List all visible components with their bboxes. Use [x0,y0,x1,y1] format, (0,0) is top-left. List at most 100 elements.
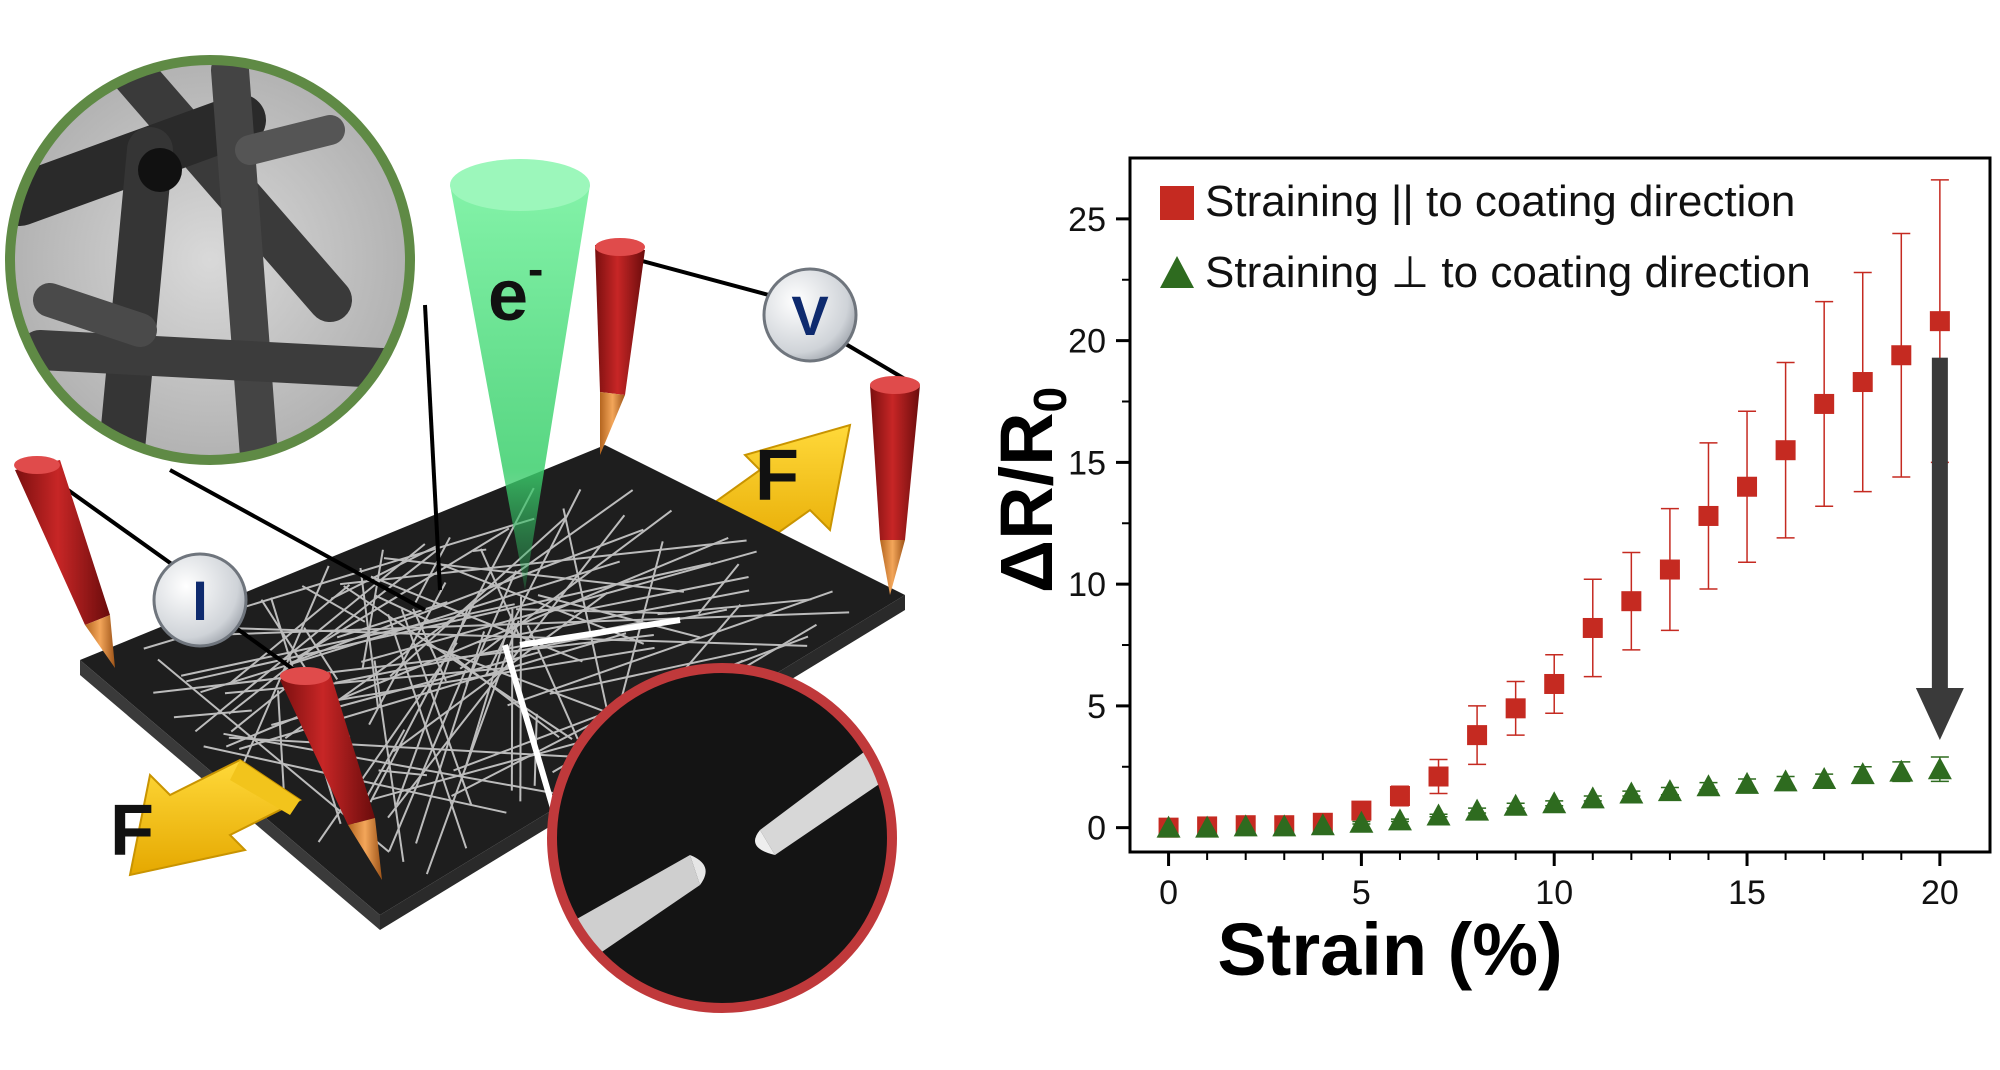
nanowire [199,611,850,637]
y-tick-label: 20 [1068,323,1106,361]
y-tick-label: 10 [1068,566,1106,604]
nanowire [697,563,740,615]
data-point-perpendicular [1889,759,1914,782]
x-tick-label: 15 [1728,874,1766,912]
nanowire [228,736,618,761]
nanowire [303,627,339,680]
nanowire [657,598,812,616]
data-point-parallel [1814,393,1835,414]
nanowire [297,527,510,658]
nanowire [291,528,644,664]
data-point-perpendicular [1735,771,1760,794]
nanowire [374,594,430,622]
data-point-parallel [1659,559,1680,580]
nanowire [388,669,467,852]
y-axis-title-sub: 0 [1024,387,1076,413]
x-tick-label: 5 [1352,874,1371,912]
data-point-perpendicular [1426,803,1451,826]
nanowire [477,589,750,644]
nanowire [223,732,553,794]
nanowire [343,585,573,740]
legend-marker-perpendicular [1160,256,1194,288]
nanowire [387,613,468,849]
device-illustration: e - [5,55,920,1013]
nanowire [383,557,685,593]
data-point-parallel [1698,505,1719,526]
x-tick-label: 20 [1921,874,1959,912]
voltmeter-label: V [791,284,828,347]
data-point-parallel [1621,591,1642,612]
data-point-perpendicular [1773,769,1798,792]
electron-beam: e - [450,159,590,590]
legend-marker-parallel [1160,186,1194,220]
electron-charge-sup: - [528,243,543,295]
nanowire [361,550,757,663]
y-tick-label: 5 [1087,688,1106,726]
data-point-perpendicular [1580,786,1605,809]
tem-inset [5,55,415,465]
data-point-parallel [1775,440,1796,461]
nanowire [507,590,833,707]
plot-frame [1128,156,1992,854]
annotation-arrow [1915,357,1964,740]
sem-inset [547,663,897,1013]
legend: Straining || to coating direction Strain… [1160,177,1811,297]
nanowire [173,709,252,719]
data-point-perpendicular [1387,808,1412,831]
nanowire [194,543,426,733]
arrow-head [1915,687,1964,740]
data-point-parallel [1852,372,1873,393]
data-point-perpendicular [1696,774,1721,797]
nanowire [573,575,749,613]
nanowire [415,631,486,844]
data-point-perpendicular [1349,810,1374,833]
svg-text:ΔR/R0: ΔR/R0 [985,387,1076,593]
ammeter-label: I [192,569,208,632]
legend-label-perpendicular: Straining ⊥ to coating direction [1205,248,1811,297]
nanowire [186,562,712,683]
data-markers [1156,311,1952,838]
nanowire [395,609,469,806]
data-point-perpendicular [1657,779,1682,802]
data-point-perpendicular [1850,762,1875,785]
data-point-parallel [1544,673,1565,694]
voltmeter: V [762,267,858,363]
nanowire [369,487,535,803]
data-point-perpendicular [1156,815,1181,838]
nanowire [368,582,447,726]
data-point-parallel [1389,785,1410,806]
force-label-right: F [755,436,799,516]
x-axis-title: Strain (%) [1217,908,1562,991]
y-tick-label: 15 [1068,444,1106,482]
probe-left-front [280,667,382,880]
data-point-parallel [1351,800,1372,821]
data-point-parallel [1929,311,1950,332]
data-point-perpendicular [1619,781,1644,804]
arrow-shaft [1931,357,1948,690]
nanowire [449,653,560,739]
probe-right-back [595,238,645,455]
data-point-perpendicular [1503,793,1528,816]
data-point-parallel [1737,476,1758,497]
nanowire [414,536,451,604]
data-point-parallel [1428,766,1449,787]
data-point-parallel [1505,698,1526,719]
nanowire [426,643,630,722]
y-axis-title: ΔR/R0 [985,387,1076,593]
legend-label-parallel: Straining || to coating direction [1205,177,1795,226]
data-point-perpendicular [1465,798,1490,821]
ammeter: I [152,552,248,648]
force-arrow-left [128,758,302,877]
y-tick-label: 0 [1087,810,1106,848]
x-tick-label: 0 [1159,874,1178,912]
data-point-parallel [1467,725,1488,746]
data-point-perpendicular [1812,766,1837,789]
force-label-left: F [110,791,154,871]
data-point-perpendicular [1195,815,1220,838]
data-point-perpendicular [1233,814,1258,837]
nanowire [392,591,608,753]
electron-label: e [488,256,528,336]
chart: 0 5 10 15 20 0 5 10 15 20 25 Straining || to coati… [985,156,1992,991]
data-point-perpendicular [1310,813,1335,836]
